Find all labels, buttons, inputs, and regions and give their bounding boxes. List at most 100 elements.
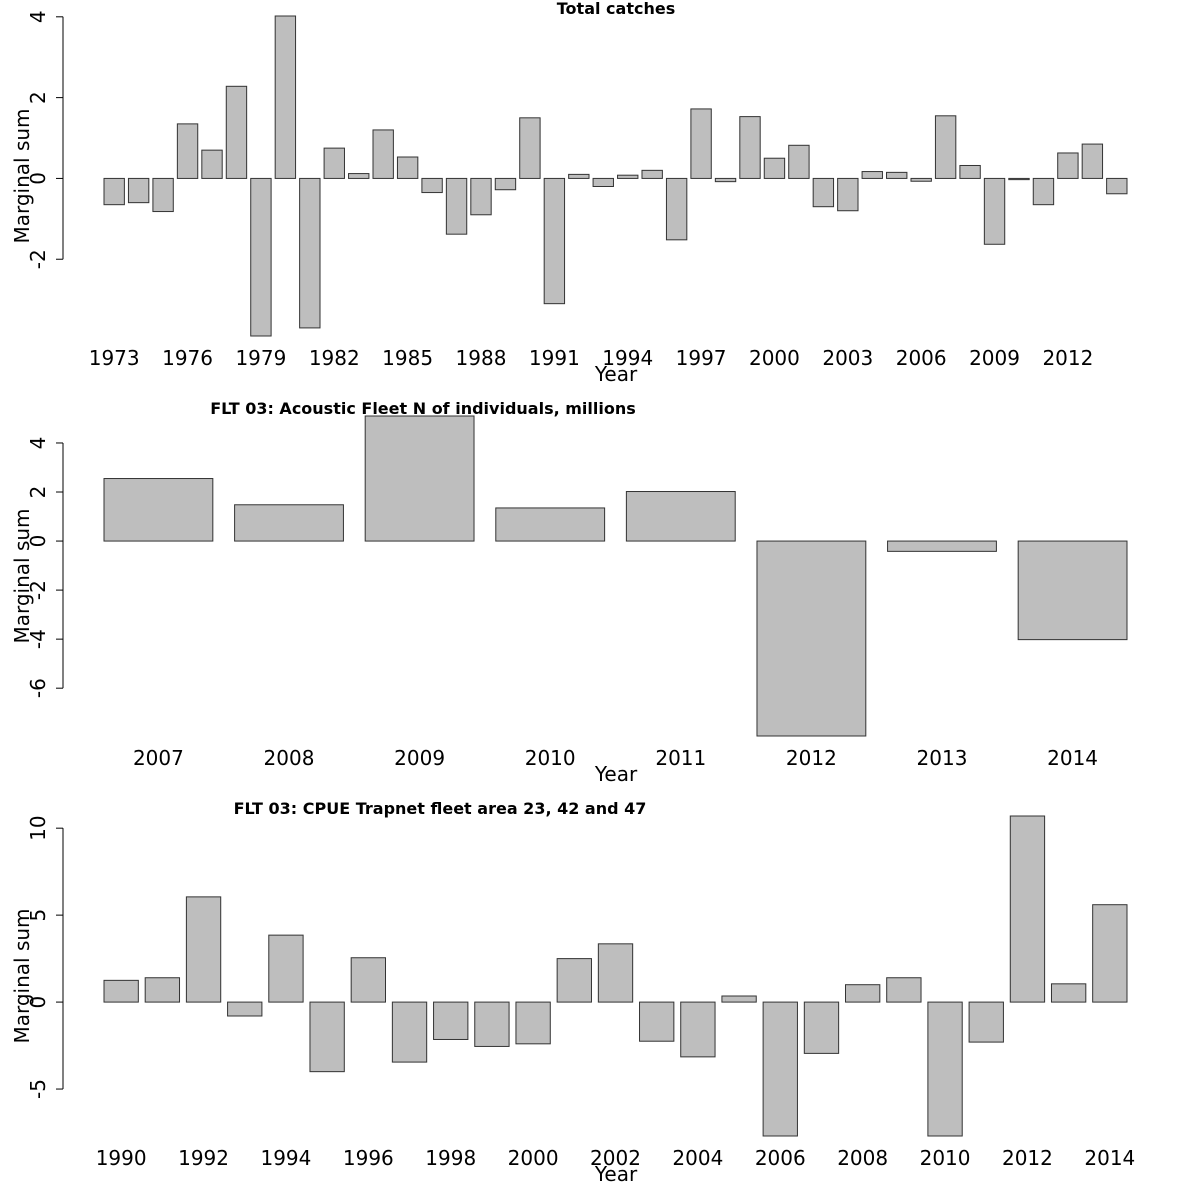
bar-2013 xyxy=(1050,983,1087,1003)
x-tick-label: 2008 xyxy=(837,1146,888,1170)
bar-2008 xyxy=(959,164,981,179)
x-tick-label: 2010 xyxy=(920,1146,971,1170)
bar-2002 xyxy=(597,943,634,1003)
bar-2011 xyxy=(1032,177,1055,206)
bar-2001 xyxy=(788,144,810,179)
bar-1999 xyxy=(474,1001,510,1047)
bar-group xyxy=(103,815,1128,1137)
bar-2014 xyxy=(1017,540,1128,641)
x-tick-label: 2006 xyxy=(896,346,947,370)
y-tick-label: -2 xyxy=(26,249,50,269)
bar-2002 xyxy=(812,177,835,208)
bar-1995 xyxy=(641,169,663,179)
bar-1982 xyxy=(323,147,345,179)
chart-title: FLT 03: CPUE Trapnet fleet area 23, 42 a… xyxy=(234,799,647,818)
bar-2014 xyxy=(1092,904,1128,1003)
y-tick-label: 0 xyxy=(26,996,50,1009)
x-tick-label: 2011 xyxy=(655,746,706,770)
x-tick-label: 2009 xyxy=(394,746,445,770)
x-tick-label: 2013 xyxy=(917,746,968,770)
bar-1985 xyxy=(396,156,419,179)
bar-2004 xyxy=(861,171,883,179)
bar-1987 xyxy=(445,177,468,235)
bar-2012 xyxy=(756,540,867,737)
y-axis: -6 -4 -2 0 2 4 xyxy=(26,437,64,698)
y-tick-label: -6 xyxy=(26,678,50,698)
bar-2013 xyxy=(887,540,997,552)
bar-1994 xyxy=(268,934,304,1003)
x-tick-label: 1988 xyxy=(456,346,507,370)
bar-2005 xyxy=(886,171,908,179)
bar-2000 xyxy=(763,157,786,179)
x-tick-label: 2014 xyxy=(1084,1146,1135,1170)
y-axis-label: Marginal sum xyxy=(10,908,34,1043)
x-tick-label: 2003 xyxy=(822,346,873,370)
bar-1997 xyxy=(690,108,712,179)
bar-1990 xyxy=(519,117,541,179)
panel-total-catches: Total catches -2 0 2 4 1973 1976 1979 1982 1985… xyxy=(10,0,1128,386)
x-tick-label: 2000 xyxy=(749,346,800,370)
x-tick-label: 1998 xyxy=(425,1146,476,1170)
y-axis: -2 0 2 4 xyxy=(26,10,64,269)
bar-2007 xyxy=(103,478,214,542)
bar-1999 xyxy=(739,116,761,179)
x-tick-label: 1979 xyxy=(235,346,286,370)
bar-1974 xyxy=(127,177,150,204)
x-tick-label: 1996 xyxy=(343,1146,394,1170)
x-tick-label: 1973 xyxy=(89,346,140,370)
x-tick-label: 1994 xyxy=(602,346,653,370)
x-tick-label: 1994 xyxy=(260,1146,311,1170)
y-tick-label: 2 xyxy=(26,486,50,499)
y-tick-label: 10 xyxy=(26,815,50,840)
x-axis-ticks: 2007 2008 2009 2010 2011 2012 2013 2014 xyxy=(133,746,1098,770)
bar-2003 xyxy=(639,1001,675,1042)
bar-1991 xyxy=(543,177,566,305)
bar-1998 xyxy=(714,177,737,183)
y-tick-label: -2 xyxy=(26,580,50,600)
x-tick-label: 2006 xyxy=(755,1146,806,1170)
bar-1997 xyxy=(391,1001,428,1063)
bar-1998 xyxy=(433,1001,469,1040)
bar-1976 xyxy=(176,123,199,179)
bar-1993 xyxy=(592,177,614,187)
bar-2013 xyxy=(1081,143,1104,179)
bar-2007 xyxy=(803,1001,840,1054)
bar-2010 xyxy=(1008,177,1030,181)
bar-1978 xyxy=(225,85,248,179)
x-axis-ticks: 1973 1976 1979 1982 1985 1988 1991 1994 1997 2000… xyxy=(89,346,1094,370)
bar-1996 xyxy=(350,957,387,1003)
x-tick-label: 1997 xyxy=(676,346,727,370)
bar-2009 xyxy=(364,415,475,542)
bar-1983 xyxy=(348,173,370,179)
bar-2012 xyxy=(1057,152,1079,179)
panel-acoustic-fleet: FLT 03: Acoustic Fleet N of individuals,… xyxy=(10,399,1128,786)
x-tick-label: 1985 xyxy=(382,346,433,370)
chart-title: Total catches xyxy=(557,0,675,18)
y-tick-label: 0 xyxy=(26,535,50,548)
bar-2008 xyxy=(845,984,881,1003)
bar-1973 xyxy=(103,177,125,206)
x-axis-label: Year xyxy=(594,362,638,386)
x-tick-label: 1976 xyxy=(162,346,213,370)
x-tick-label: 2007 xyxy=(133,746,184,770)
bar-1988 xyxy=(470,177,492,216)
bar-1996 xyxy=(665,177,688,241)
bar-group xyxy=(103,415,1128,737)
bar-2001 xyxy=(556,958,592,1003)
y-axis-label: Marginal sum xyxy=(10,108,34,243)
x-tick-label: 2004 xyxy=(672,1146,723,1170)
bar-2009 xyxy=(983,177,1006,245)
y-tick-label: -5 xyxy=(26,1079,50,1099)
bar-1975 xyxy=(152,177,174,213)
bar-2010 xyxy=(495,507,606,542)
bar-1977 xyxy=(201,149,223,179)
x-tick-label: 2014 xyxy=(1047,746,1098,770)
y-tick-label: 4 xyxy=(26,10,50,23)
y-tick-label: 5 xyxy=(26,909,50,922)
x-tick-label: 2008 xyxy=(264,746,315,770)
bar-2008 xyxy=(234,504,344,542)
bar-1984 xyxy=(372,129,394,179)
bar-2014 xyxy=(1106,177,1128,195)
x-tick-label: 2012 xyxy=(786,746,837,770)
